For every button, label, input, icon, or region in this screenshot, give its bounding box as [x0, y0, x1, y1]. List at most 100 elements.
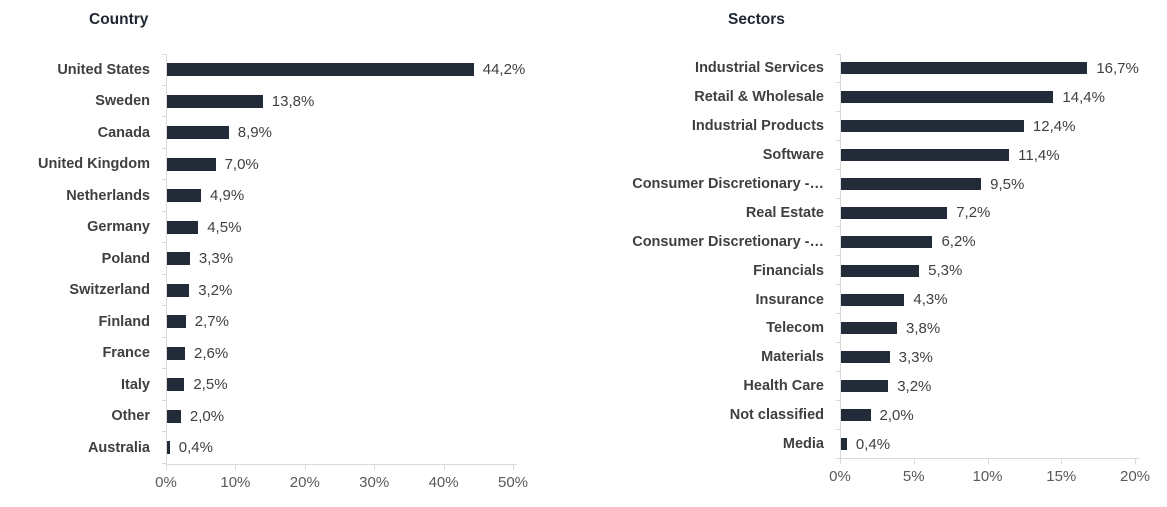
category-axis-tick — [162, 116, 167, 117]
x-axis-tick-label: 30% — [359, 473, 390, 491]
category-label: Australia — [87, 439, 150, 456]
category-axis-tick — [162, 84, 167, 86]
bar — [167, 315, 186, 329]
value-label: 6,2% — [941, 233, 976, 251]
category-label: Software — [762, 147, 824, 164]
bar-row: 3,8% — [841, 314, 1167, 343]
category-axis-tick — [836, 54, 841, 55]
category-axis-tick — [162, 179, 167, 180]
value-label: 7,2% — [956, 204, 991, 222]
bar — [841, 206, 948, 219]
category-label: Industrial Services — [695, 60, 824, 77]
x-axis: 0% 10% 20% 30% 40% 50% — [155, 463, 528, 499]
category-label: Materials — [761, 349, 824, 366]
bar — [167, 283, 190, 297]
category-axis-tick — [836, 428, 841, 430]
x-axis-tick — [304, 464, 306, 470]
value-label: 16,7% — [1096, 59, 1139, 77]
bar — [167, 94, 263, 108]
category-axis-tick — [836, 226, 841, 228]
bar-row: 5,3% — [841, 256, 1167, 285]
value-label: 44,2% — [482, 61, 526, 79]
category-axis-tick — [836, 457, 841, 459]
bar-row: 0,4% — [841, 430, 1167, 459]
value-label: 3,3% — [198, 250, 234, 268]
category-axis: United States Sweden Canada United Kingdom N… — [0, 54, 166, 464]
bar — [841, 293, 905, 306]
plot-area: United States Sweden Canada United Kingdom N… — [0, 54, 583, 464]
value-label: 5,3% — [928, 262, 963, 280]
category-label: Other — [111, 408, 150, 425]
bar-row: 3,3% — [841, 343, 1167, 372]
category-axis-tick — [836, 255, 841, 257]
value-label: 0,4% — [855, 435, 891, 453]
bar — [167, 378, 185, 392]
category-label: Media — [782, 436, 824, 453]
bar-row: 8,9% — [167, 117, 583, 149]
category-axis-tick — [162, 54, 167, 55]
bar-row: 6,2% — [841, 227, 1167, 256]
chart-title: Sectors — [728, 11, 785, 28]
bar — [167, 126, 229, 140]
bar-row: 44,2% — [167, 54, 583, 86]
category-label: Not classified — [729, 407, 824, 424]
category-label: Financials — [753, 262, 824, 279]
value-label: 4,3% — [913, 291, 948, 309]
plot-area: Industrial Services Retail & Wholesale Ind… — [607, 54, 1167, 459]
category-axis-tick — [836, 110, 841, 112]
bar — [841, 235, 933, 248]
value-label: 3,2% — [198, 281, 233, 299]
category-axis-tick — [162, 242, 167, 243]
category-axis-tick — [836, 139, 841, 141]
bar-row: 0,4% — [167, 432, 583, 464]
bar-row: 11,4% — [841, 141, 1167, 170]
category-label: Retail & Wholesale — [694, 89, 824, 106]
bar — [841, 120, 1024, 133]
category-label: Health Care — [743, 378, 824, 395]
bar — [841, 322, 898, 335]
category-label: United Kingdom — [38, 156, 150, 173]
x-axis-tick — [987, 459, 989, 465]
category-label: France — [102, 345, 150, 362]
bar-row: 4,9% — [167, 180, 583, 212]
value-label: 0,4% — [178, 439, 213, 457]
x-axis-tick — [840, 459, 841, 465]
category-label: Germany — [87, 219, 150, 236]
category-axis-tick — [836, 313, 841, 315]
country-chart: Country United States Sweden Canada United … — [0, 0, 583, 499]
bar — [167, 157, 216, 171]
bar-row: 9,5% — [841, 170, 1167, 199]
x-axis-tick-label: 20% — [289, 473, 320, 491]
value-label: 13,8% — [271, 92, 315, 110]
bar-row: 4,5% — [167, 212, 583, 244]
value-label: 2,7% — [194, 313, 229, 331]
x-axis-tick — [513, 464, 514, 470]
value-label: 7,0% — [224, 155, 259, 173]
bar-row: 3,2% — [841, 372, 1167, 401]
x-axis-tick — [913, 459, 915, 465]
category-label: Finland — [98, 313, 150, 330]
category-axis-tick — [162, 462, 167, 464]
sectors-chart: Sectors Industrial Services Retail & Whol… — [607, 0, 1167, 493]
bar — [841, 149, 1010, 162]
category-axis-tick — [836, 342, 841, 343]
value-label: 3,8% — [906, 319, 941, 337]
bar — [841, 409, 871, 422]
category-label: Switzerland — [69, 282, 150, 299]
value-label: 9,5% — [990, 175, 1025, 193]
bar-row: 7,0% — [167, 149, 583, 181]
bar-row: 12,4% — [841, 112, 1167, 141]
category-axis-tick — [162, 147, 167, 149]
bars-area: 16,7% 14,4% 12,4% 11,4% 9,5% 7,2% 6,2% 5,3% 4,3%… — [836, 54, 1167, 459]
category-axis-tick — [162, 399, 167, 401]
x-axis: 0% 5% 10% 15% 20% — [829, 458, 1150, 493]
chart-title: Country — [89, 11, 149, 28]
bars-area: 44,2% 13,8% 8,9% 7,0% 4,9% 4,5% 3,3% 3,2% 2,7% 2,… — [162, 54, 583, 464]
category-axis-tick — [836, 370, 841, 372]
bar — [167, 346, 186, 360]
category-axis-tick — [836, 197, 841, 199]
category-axis-tick — [162, 273, 167, 275]
bar-row: 16,7% — [841, 54, 1167, 83]
bar — [167, 220, 199, 234]
x-axis-tick-label: 10% — [220, 473, 251, 491]
